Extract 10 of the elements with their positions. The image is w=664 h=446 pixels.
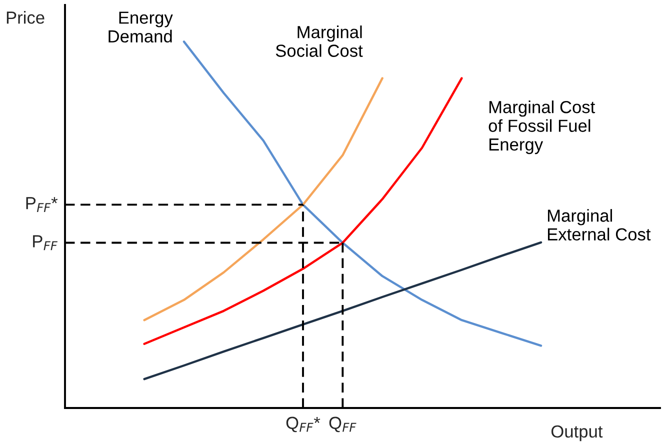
x-tick-label: Q$_{FF}$* bbox=[286, 416, 320, 432]
series-label: Marginal External Cost bbox=[548, 209, 651, 241]
series-label: Marginal Social Cost bbox=[276, 25, 363, 57]
x-tick-label: Q$_{FF}$ bbox=[329, 416, 356, 432]
series-label: Energy Demand bbox=[108, 12, 173, 43]
ref-line-label: P$_{FF}$* bbox=[26, 197, 58, 212]
series-label: Marginal Cost of Fossil Fuel Energy bbox=[488, 100, 596, 154]
y-axis-title: Price bbox=[6, 11, 44, 24]
ref-line-label: P$_{FF}$ bbox=[33, 235, 58, 250]
x-axis-title: Output bbox=[551, 425, 603, 442]
